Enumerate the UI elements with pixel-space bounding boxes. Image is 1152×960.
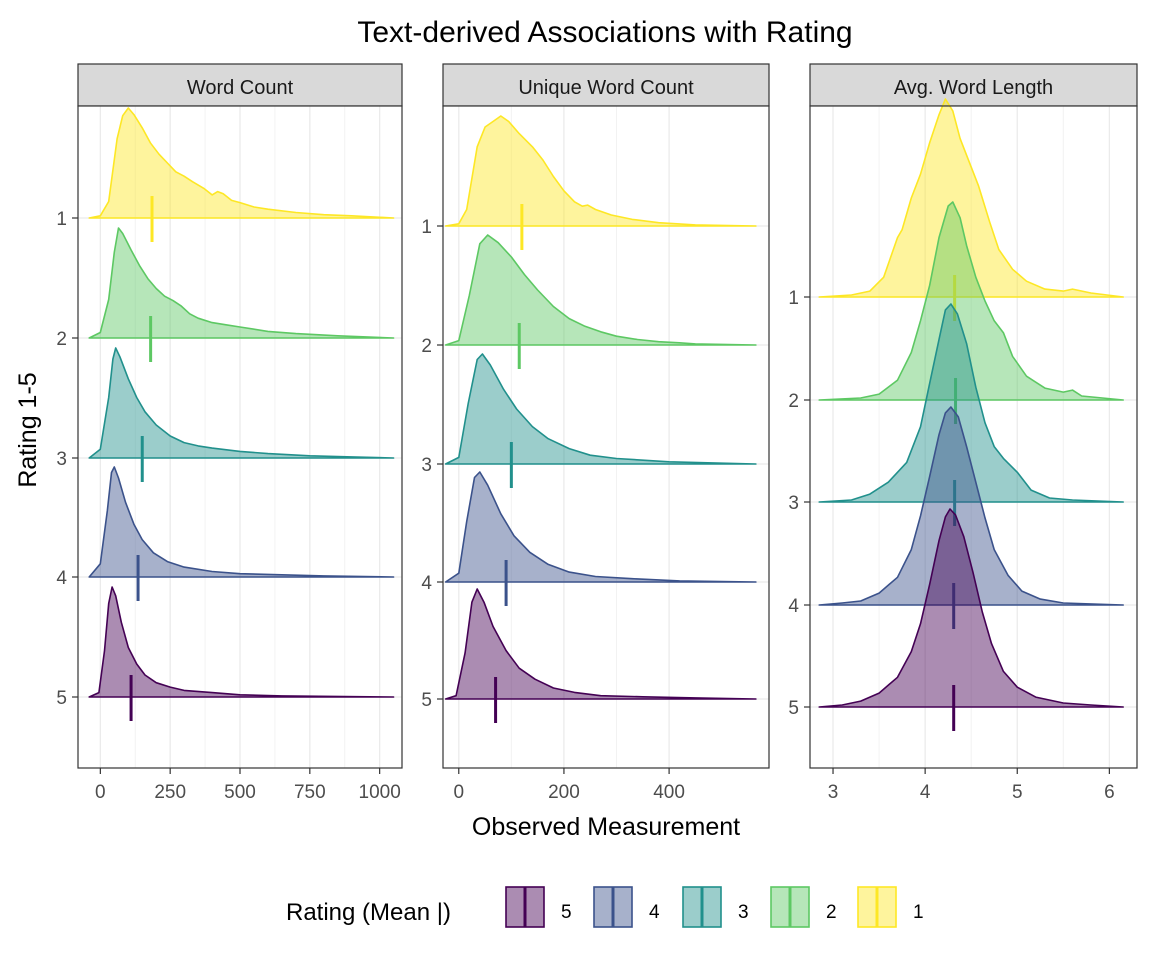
y-tick-label: 4: [421, 573, 432, 594]
density-rating-4: [818, 406, 1124, 606]
y-tick-label: 4: [56, 568, 67, 589]
panel-border: [442, 105, 770, 769]
panel-strip-label: Unique Word Count: [518, 77, 694, 99]
x-tick-label: 3: [828, 782, 839, 803]
x-tick-label: 4: [920, 782, 931, 803]
density-rating-2: [88, 227, 395, 339]
density-rating-1: [818, 98, 1124, 298]
density-rating-2: [818, 201, 1124, 401]
x-tick-label: 750: [294, 782, 326, 803]
y-tick-label: 4: [788, 596, 799, 617]
y-tick-label: 5: [421, 690, 432, 711]
panel-background: [810, 106, 1137, 768]
y-tick-label: 3: [56, 449, 67, 470]
x-tick-label: 5: [1012, 782, 1023, 803]
legend-title: Rating (Mean |): [286, 899, 451, 926]
x-tick-label: 200: [548, 782, 580, 803]
panel-strip-label: Word Count: [187, 77, 294, 99]
y-tick-label: 3: [421, 455, 432, 476]
y-tick-label: 1: [56, 209, 67, 230]
legend-item-1: 1: [857, 886, 924, 928]
x-axis-title: Observed Measurement: [472, 813, 740, 841]
panel-2: Unique Word Count 0 200 400 1 2 3 4 5: [421, 63, 770, 803]
chart-title: Text-derived Associations with Rating: [357, 16, 852, 49]
legend-label: 1: [913, 902, 924, 923]
density-rating-3: [818, 303, 1124, 503]
y-tick-label: 2: [56, 329, 67, 350]
x-tick-label: 0: [453, 782, 464, 803]
y-tick-label: 3: [788, 493, 799, 514]
panel-border: [809, 105, 1138, 769]
legend-label: 5: [561, 902, 572, 923]
legend-label: 2: [826, 902, 837, 923]
x-tick-label: 0: [95, 782, 106, 803]
x-tick-label: 250: [154, 782, 186, 803]
panel-1: Word Count 0 250 500 750 1000 1 2 3 4 5: [56, 63, 403, 803]
legend: Rating (Mean |) 5 4 3 2 1: [286, 886, 924, 928]
panel-3: Avg. Word Length 3 4 5 6 1 2 3 4 5: [788, 63, 1138, 803]
density-rating-2: [444, 234, 757, 346]
density-rating-3: [444, 353, 757, 465]
y-axis-title: Rating 1-5: [14, 372, 42, 487]
y-tick-label: 2: [421, 336, 432, 357]
panel-background: [443, 106, 769, 768]
density-rating-5: [818, 508, 1124, 708]
panel-strip: [77, 63, 403, 107]
x-tick-label: 1000: [359, 782, 401, 803]
x-tick-label: 500: [224, 782, 256, 803]
y-tick-label: 5: [56, 688, 67, 709]
legend-item-5: 5: [505, 886, 572, 928]
panel-strip: [442, 63, 770, 107]
legend-label: 4: [649, 902, 660, 923]
y-tick-label: 5: [788, 698, 799, 719]
y-tick-label: 1: [788, 288, 799, 309]
density-rating-1: [444, 115, 757, 227]
y-tick-label: 2: [788, 391, 799, 412]
legend-item-3: 3: [682, 886, 749, 928]
density-rating-4: [88, 466, 395, 578]
density-rating-5: [88, 586, 395, 698]
density-rating-5: [444, 588, 757, 700]
x-tick-label: 6: [1104, 782, 1115, 803]
y-tick-label: 1: [421, 217, 432, 238]
legend-item-4: 4: [593, 886, 660, 928]
panel-strip-label: Avg. Word Length: [894, 77, 1053, 99]
density-rating-1: [88, 107, 395, 219]
x-tick-label: 400: [653, 782, 685, 803]
density-rating-3: [88, 347, 395, 459]
legend-item-2: 2: [770, 886, 837, 928]
density-rating-4: [444, 471, 757, 583]
legend-label: 3: [738, 902, 749, 923]
